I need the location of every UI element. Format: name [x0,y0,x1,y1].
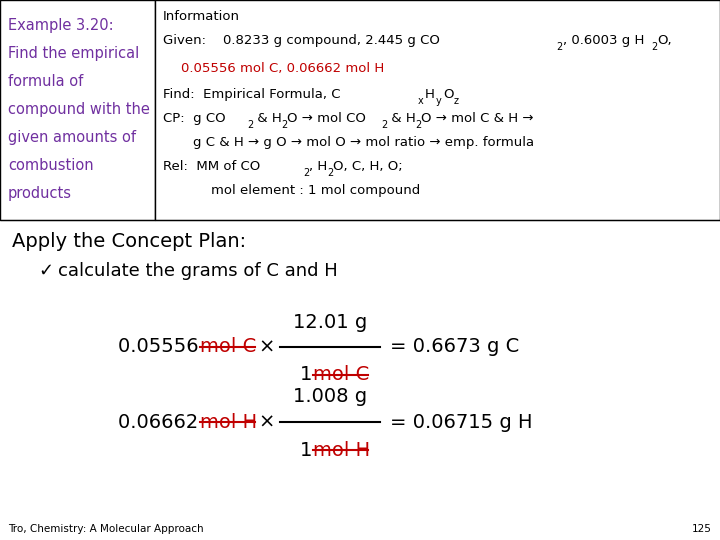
Text: Find the empirical: Find the empirical [8,46,139,61]
Text: Example 3.20:: Example 3.20: [8,18,114,33]
Text: Given:    0.8233 g compound, 2.445 g CO: Given: 0.8233 g compound, 2.445 g CO [163,34,440,47]
Text: 1: 1 [300,366,319,384]
Text: Information: Information [163,10,240,23]
Text: products: products [8,186,72,201]
Text: 2: 2 [556,42,562,52]
Text: ×: × [258,413,274,431]
Text: H: H [425,88,435,101]
Text: z: z [454,96,459,106]
Text: , 0.6003 g H: , 0.6003 g H [563,34,644,47]
Text: , H: , H [309,160,328,173]
Text: = 0.6673 g C: = 0.6673 g C [390,338,519,356]
Text: 2: 2 [281,120,287,130]
Text: 1.008 g: 1.008 g [293,388,367,407]
Text: mol C: mol C [313,366,369,384]
Text: 12.01 g: 12.01 g [293,313,367,332]
Text: 0.05556: 0.05556 [118,338,205,356]
Text: y: y [436,96,442,106]
Bar [0,0,155,220]
Text: compound with the: compound with the [8,102,150,117]
Text: Find:  Empirical Formula, C: Find: Empirical Formula, C [163,88,341,101]
Text: ×: × [258,338,274,356]
Text: g C & H → g O → mol O → mol ratio → emp. formula: g C & H → g O → mol O → mol ratio → emp.… [193,136,534,149]
Text: 2: 2 [303,168,310,178]
Text: O,: O, [657,34,672,47]
Text: mol C: mol C [200,338,256,356]
Text: mol H: mol H [313,441,370,460]
Text: 2: 2 [651,42,657,52]
Bar [155,0,720,220]
Text: ✓: ✓ [38,262,53,280]
Text: Rel:  MM of CO: Rel: MM of CO [163,160,260,173]
Text: = 0.06715 g H: = 0.06715 g H [390,413,533,431]
Text: & H: & H [387,112,415,125]
Text: mol element : 1 mol compound: mol element : 1 mol compound [211,184,420,197]
Text: 0.05556 mol C, 0.06662 mol H: 0.05556 mol C, 0.06662 mol H [181,62,384,75]
Text: O, C, H, O;: O, C, H, O; [333,160,402,173]
Text: 2: 2 [327,168,333,178]
Text: formula of: formula of [8,74,84,89]
Text: 2: 2 [415,120,421,130]
Text: 2: 2 [381,120,387,130]
Text: mol H: mol H [200,413,257,431]
Text: 1: 1 [300,441,319,460]
Text: & H: & H [253,112,282,125]
Text: O → mol CO: O → mol CO [287,112,366,125]
Text: given amounts of: given amounts of [8,130,136,145]
Text: O → mol C & H →: O → mol C & H → [421,112,534,125]
Text: 2: 2 [247,120,253,130]
Text: CP:  g CO: CP: g CO [163,112,225,125]
Text: x: x [418,96,424,106]
Text: Apply the Concept Plan:: Apply the Concept Plan: [12,232,246,251]
Text: Tro, Chemistry: A Molecular Approach: Tro, Chemistry: A Molecular Approach [8,524,204,534]
Text: O: O [443,88,454,101]
Text: 0.06662: 0.06662 [118,413,204,431]
Text: calculate the grams of C and H: calculate the grams of C and H [58,262,338,280]
Text: 125: 125 [692,524,712,534]
Text: combustion: combustion [8,158,94,173]
